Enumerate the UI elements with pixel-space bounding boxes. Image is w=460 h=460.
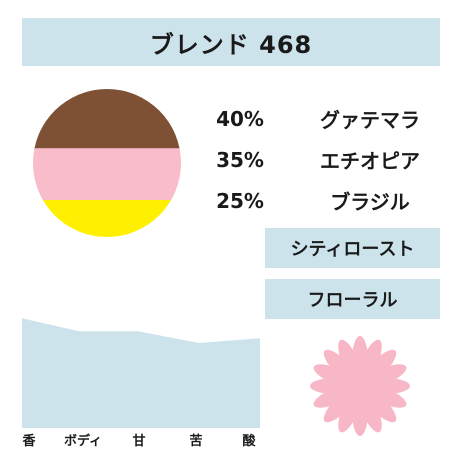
blend-origin: ブラジル	[330, 190, 410, 214]
page-title: ブレンド 468	[149, 30, 313, 59]
blend-percent: 40%	[216, 106, 264, 131]
blend-origin: エチオピア	[320, 149, 420, 173]
blend-percent: 25%	[216, 188, 264, 213]
taste-profile-chart	[22, 318, 260, 428]
flavor-note-label: フローラル	[307, 290, 398, 311]
blend-breakdown: 40% グァテマラ 35% エチオピア 25% ブラジル	[195, 98, 445, 221]
blend-origin: グァテマラ	[320, 108, 420, 132]
blend-pie	[33, 89, 181, 237]
flower-center	[351, 377, 369, 395]
blend-row: 35% エチオピア	[195, 139, 445, 180]
blend-segment-brazil	[33, 200, 181, 237]
taste-label-aroma: 香	[22, 434, 36, 449]
taste-profile-labels: 香 ボディ 甘 苦 酸	[0, 430, 270, 450]
title-bar: ブレンド 468	[22, 18, 440, 66]
blend-segment-ethiopia	[33, 148, 181, 201]
taste-label-body: ボディ	[63, 434, 103, 449]
flavor-note-tag: フローラル	[265, 279, 440, 319]
flower-petal	[338, 339, 362, 385]
blend-row: 25% ブラジル	[195, 180, 445, 221]
roast-level-tag: シティロースト	[265, 228, 440, 268]
blend-row: 40% グァテマラ	[195, 98, 445, 139]
taste-label-acidity: 酸	[242, 434, 256, 449]
taste-label-sweetness: 甘	[132, 434, 146, 449]
taste-label-bitterness: 苦	[189, 434, 203, 449]
blend-percent: 35%	[216, 147, 264, 172]
taste-profile-area	[22, 318, 260, 428]
blend-segment-guatemala	[33, 89, 181, 149]
roast-level-label: シティロースト	[290, 239, 415, 260]
flower-icon	[310, 336, 410, 436]
